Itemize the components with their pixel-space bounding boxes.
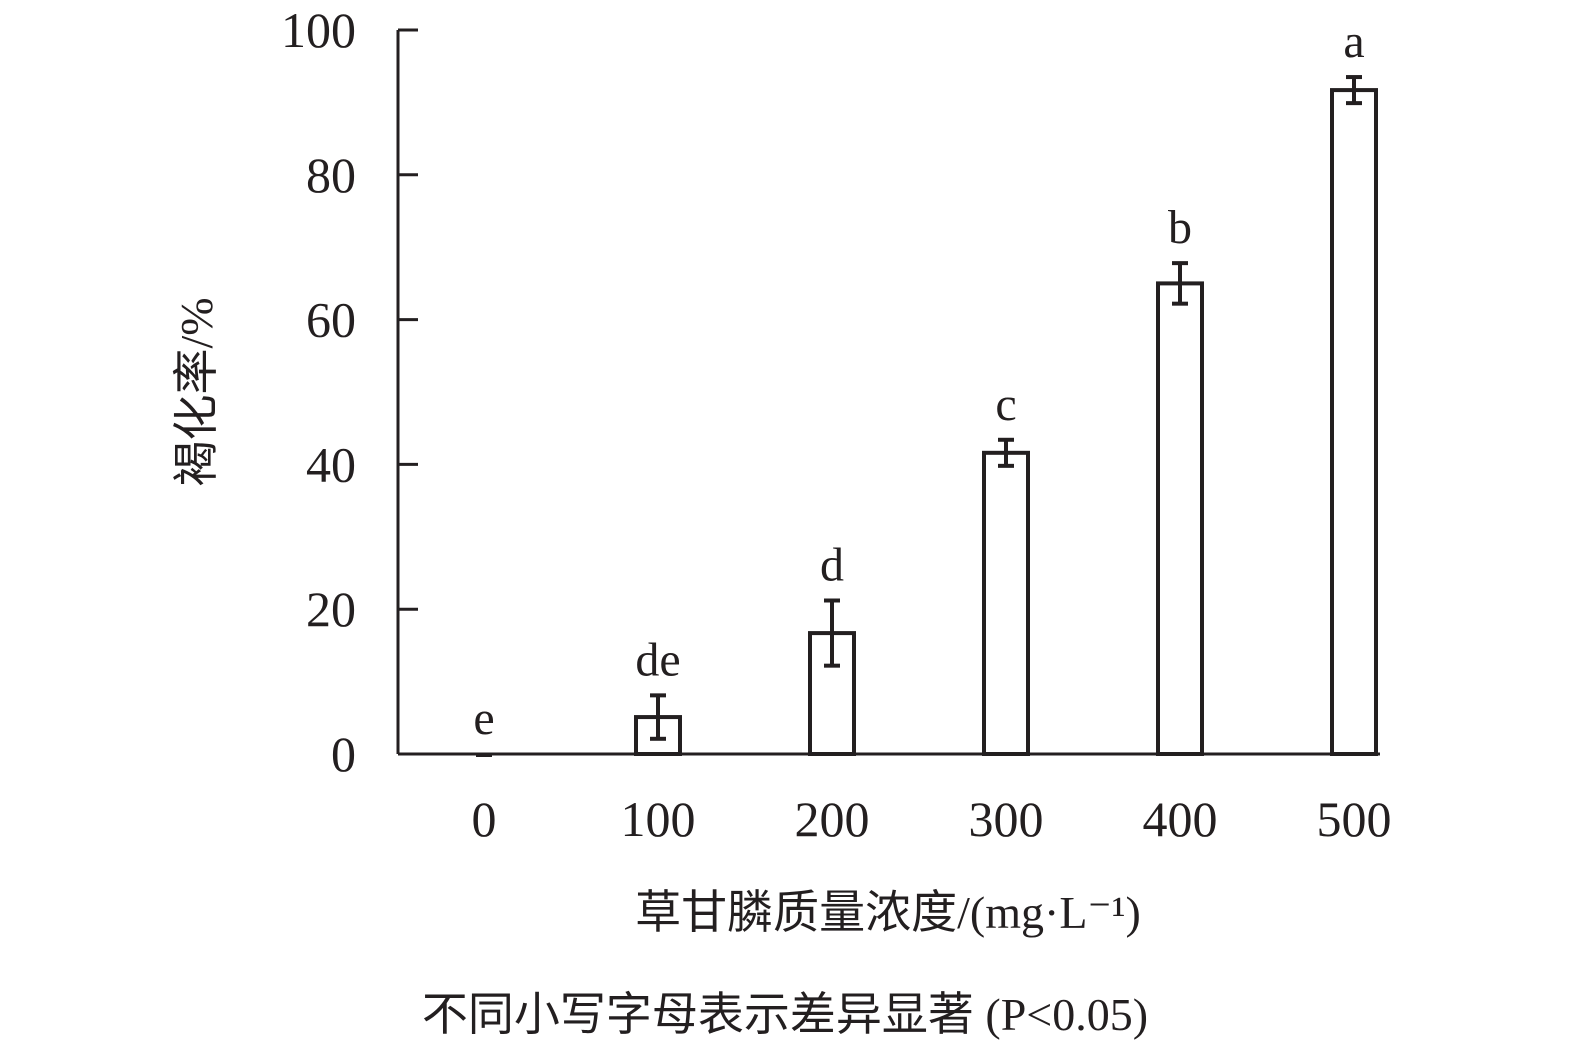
significance-label: d bbox=[820, 539, 844, 592]
significance-label: e bbox=[473, 692, 494, 745]
y-tick-label: 100 bbox=[281, 2, 356, 58]
significance-note: 不同小写字母表示差异显著 (P<0.05) bbox=[422, 989, 1148, 1040]
y-tick-label: 40 bbox=[306, 436, 356, 492]
significance-label: de bbox=[635, 633, 680, 686]
x-axis-label: 草甘膦质量浓度/(mg·L⁻¹) bbox=[635, 887, 1141, 938]
significance-label: c bbox=[995, 378, 1016, 431]
y-tick-label: 0 bbox=[331, 726, 356, 782]
x-tick-label: 400 bbox=[1143, 791, 1218, 847]
significance-label: b bbox=[1168, 201, 1192, 254]
y-tick-label: 60 bbox=[306, 292, 356, 348]
y-tick-label: 20 bbox=[306, 581, 356, 637]
bar bbox=[1156, 281, 1204, 756]
x-tick-label: 0 bbox=[472, 791, 497, 847]
x-tick-label: 300 bbox=[969, 791, 1044, 847]
bar bbox=[1330, 88, 1378, 757]
y-axis-label: 褐化率/% bbox=[171, 297, 222, 486]
x-tick-label: 500 bbox=[1317, 791, 1392, 847]
bar bbox=[982, 450, 1030, 756]
y-tick-label: 80 bbox=[306, 147, 356, 203]
x-tick-label: 100 bbox=[621, 791, 696, 847]
significance-label: a bbox=[1343, 15, 1364, 68]
x-tick-label: 200 bbox=[795, 791, 870, 847]
